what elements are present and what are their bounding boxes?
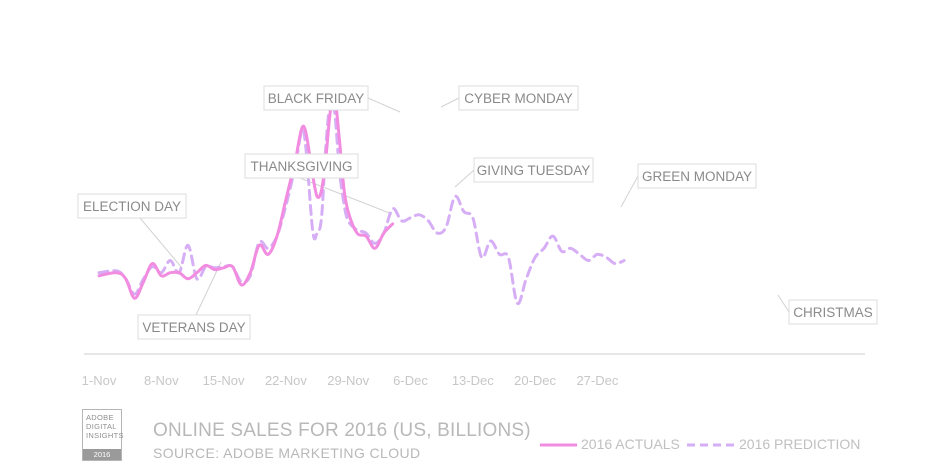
annotation-leader <box>620 175 639 208</box>
legend-prediction-label: 2016 PREDICTION <box>739 436 861 452</box>
annotation-box <box>263 85 369 111</box>
annotation-label: ELECTION DAY <box>83 199 181 214</box>
actuals-series <box>97 95 395 300</box>
logo-line-3: INSIGHTS <box>86 431 124 440</box>
adobe-digital-insights-logo: ADOBE DIGITAL INSIGHTS 2016 <box>82 409 124 461</box>
annotation-label: VETERANS DAY <box>142 320 245 335</box>
chart-subtitle: SOURCE: ADOBE MARKETING CLOUD <box>153 445 421 461</box>
legend-actuals-label: 2016 ACTUALS <box>581 436 680 452</box>
annotation-box <box>473 157 594 183</box>
annotation-label: CYBER MONDAY <box>464 91 573 106</box>
annotation-label: GREEN MONDAY <box>642 169 752 184</box>
annotation-labels: ELECTION DAY VETERANS DAY THANKSGIVING BLAC… <box>77 85 878 340</box>
annotation-leader <box>777 294 790 313</box>
x-tick-label: 22-Nov <box>265 373 307 388</box>
x-tick-label: 13-Dec <box>452 373 494 388</box>
actuals-line <box>97 95 395 300</box>
annotation-leader <box>367 97 401 113</box>
logo-year: 2016 <box>83 449 121 460</box>
logo-line-2: DIGITAL <box>86 422 117 431</box>
x-tick-label: 20-Dec <box>514 373 556 388</box>
x-axis-ticks: 1-Nov 8-Nov 15-Nov 22-Nov 29-Nov 6-Dec 13-Dec 2… <box>82 373 619 388</box>
annotation-label: GIVING TUESDAY <box>477 163 591 178</box>
annotation-box <box>637 163 757 189</box>
annotation-leader <box>139 217 183 269</box>
x-tick-label: 8-Nov <box>144 373 179 388</box>
annotation-leaders <box>139 97 790 316</box>
annotation-leader <box>440 97 460 108</box>
annotation-box <box>458 85 579 111</box>
x-tick-label: 6-Dec <box>393 373 428 388</box>
x-tick-label: 29-Nov <box>327 373 369 388</box>
annotation-leader <box>454 169 475 188</box>
x-tick-label: 1-Nov <box>82 373 117 388</box>
annotation-box <box>77 193 187 219</box>
annotation-label: THANKSGIVING <box>250 159 352 174</box>
annotation-box <box>244 153 359 179</box>
annotation-label: CHRISTMAS <box>793 305 873 320</box>
x-tick-label: 15-Nov <box>203 373 245 388</box>
annotation-box <box>137 314 251 340</box>
annotation-label: BLACK FRIDAY <box>268 91 365 106</box>
chart-title: ONLINE SALES FOR 2016 (US, BILLIONS) <box>153 420 531 441</box>
logo-line-1: ADOBE <box>86 413 114 422</box>
x-tick-label: 27-Dec <box>576 373 618 388</box>
annotation-box <box>788 299 878 325</box>
